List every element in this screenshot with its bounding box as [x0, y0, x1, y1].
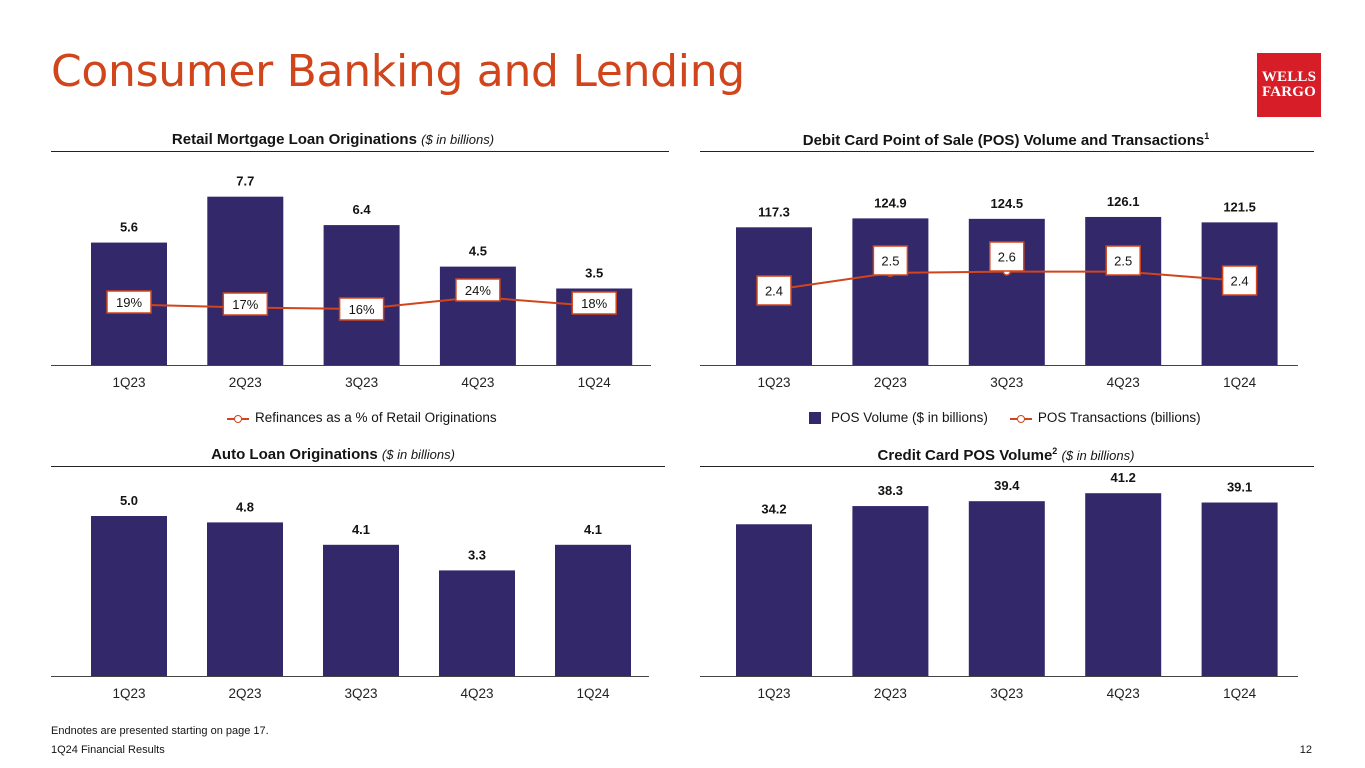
debit-line-data-label: 2.6 — [998, 250, 1016, 265]
credit-x-tick-label: 3Q23 — [990, 686, 1023, 701]
auto-x-tick-label: 2Q23 — [228, 686, 261, 701]
credit-x-tick-label: 4Q23 — [1107, 686, 1140, 701]
mortgage-line-data-label: 17% — [232, 297, 258, 312]
footer-report-name: 1Q24 Financial Results — [51, 744, 165, 756]
mortgage-line-data-label: 19% — [116, 295, 142, 310]
auto-bar-value-label: 4.8 — [236, 499, 254, 514]
debit-legend-line-label: POS Transactions (billions) — [1038, 410, 1201, 425]
auto-bar-1Q24 — [555, 545, 631, 676]
debit-bar-value-label: 121.5 — [1223, 199, 1256, 214]
auto-x-tick-label: 1Q23 — [112, 686, 145, 701]
debit-bar-2Q23 — [852, 218, 928, 365]
mortgage-x-tick-label: 3Q23 — [345, 375, 378, 390]
debit-bar-value-label: 117.3 — [758, 204, 790, 219]
debit-line-data-label: 2.4 — [765, 284, 783, 299]
endnote-text: Endnotes are presented starting on page … — [51, 725, 269, 737]
auto-bar-3Q23 — [323, 545, 399, 676]
line-marker-icon — [227, 412, 249, 424]
debit-bar-value-label: 126.1 — [1107, 194, 1140, 209]
debit-line-data-label: 2.5 — [881, 254, 899, 269]
debit-legend-line-item: POS Transactions (billions) — [1010, 410, 1201, 425]
mortgage-x-tick-label: 2Q23 — [229, 375, 262, 390]
credit-bar-value-label: 39.1 — [1227, 480, 1252, 495]
credit-bar-1Q24 — [1202, 503, 1278, 676]
debit-x-tick-label: 1Q24 — [1223, 375, 1257, 390]
auto-x-tick-label: 1Q24 — [576, 686, 610, 701]
auto-bar-value-label: 3.3 — [468, 547, 486, 562]
credit-bar-4Q23 — [1085, 493, 1161, 676]
mortgage-bar-3Q23 — [324, 225, 400, 365]
page-number: 12 — [1300, 744, 1312, 756]
credit-x-tick-label: 2Q23 — [874, 686, 907, 701]
mortgage-bar-value-label: 5.6 — [120, 220, 138, 235]
debit-x-tick-label: 2Q23 — [874, 375, 907, 390]
credit-bar-1Q23 — [736, 524, 812, 676]
auto-bar-2Q23 — [207, 522, 283, 676]
debit-x-tick-label: 3Q23 — [990, 375, 1023, 390]
bar-swatch-icon — [809, 412, 821, 424]
auto-x-tick-label: 4Q23 — [460, 686, 493, 701]
debit-bar-value-label: 124.5 — [991, 196, 1024, 211]
line-marker-icon — [1010, 412, 1032, 424]
mortgage-legend-line-label: Refinances as a % of Retail Originations — [255, 410, 497, 425]
credit-bar-value-label: 39.4 — [994, 478, 1020, 493]
auto-bar-value-label: 4.1 — [352, 522, 370, 537]
debit-bar-value-label: 124.9 — [874, 195, 907, 210]
debit-bar-4Q23 — [1085, 217, 1161, 365]
credit-bar-value-label: 34.2 — [761, 501, 786, 516]
credit-x-tick-label: 1Q23 — [757, 686, 790, 701]
credit-bar-2Q23 — [852, 506, 928, 676]
mortgage-x-tick-label: 1Q24 — [578, 375, 612, 390]
debit-bar-3Q23 — [969, 219, 1045, 365]
mortgage-bar-2Q23 — [207, 197, 283, 365]
debit-line-data-label: 2.5 — [1114, 254, 1132, 269]
debit-legend: POS Volume ($ in billions) POS Transacti… — [809, 410, 1201, 425]
credit-bar-value-label: 38.3 — [878, 483, 903, 498]
auto-bar-1Q23 — [91, 516, 167, 676]
auto-x-tick-label: 3Q23 — [344, 686, 377, 701]
credit-bar-3Q23 — [969, 501, 1045, 676]
mortgage-bar-value-label: 6.4 — [353, 202, 372, 217]
debit-legend-bar-label: POS Volume ($ in billions) — [831, 410, 988, 425]
debit-x-tick-label: 4Q23 — [1107, 375, 1140, 390]
credit-x-tick-label: 1Q24 — [1223, 686, 1257, 701]
debit-legend-bar-item: POS Volume ($ in billions) — [809, 410, 988, 425]
debit-line-data-label: 2.4 — [1231, 274, 1249, 289]
mortgage-line-data-label: 24% — [465, 283, 491, 298]
credit-bar-value-label: 41.2 — [1111, 470, 1136, 485]
charts-canvas: 5.6 7.7 6.4 4.5 3.5 1Q23 2Q23 3Q23 4Q23 1Q24 19% 17… — [0, 0, 1365, 768]
auto-bar-value-label: 5.0 — [120, 493, 138, 508]
mortgage-bar-value-label: 3.5 — [585, 265, 603, 280]
mortgage-legend: Refinances as a % of Retail Originations — [227, 410, 497, 425]
mortgage-x-tick-label: 4Q23 — [461, 375, 494, 390]
debit-x-tick-label: 1Q23 — [757, 375, 790, 390]
auto-bar-value-label: 4.1 — [584, 522, 602, 537]
mortgage-bar-value-label: 4.5 — [469, 244, 487, 259]
auto-bar-4Q23 — [439, 570, 515, 676]
mortgage-legend-line-item: Refinances as a % of Retail Originations — [227, 410, 497, 425]
mortgage-line-data-label: 16% — [349, 302, 375, 317]
mortgage-bar-value-label: 7.7 — [236, 174, 254, 189]
mortgage-x-tick-label: 1Q23 — [112, 375, 145, 390]
mortgage-line-data-label: 18% — [581, 296, 607, 311]
